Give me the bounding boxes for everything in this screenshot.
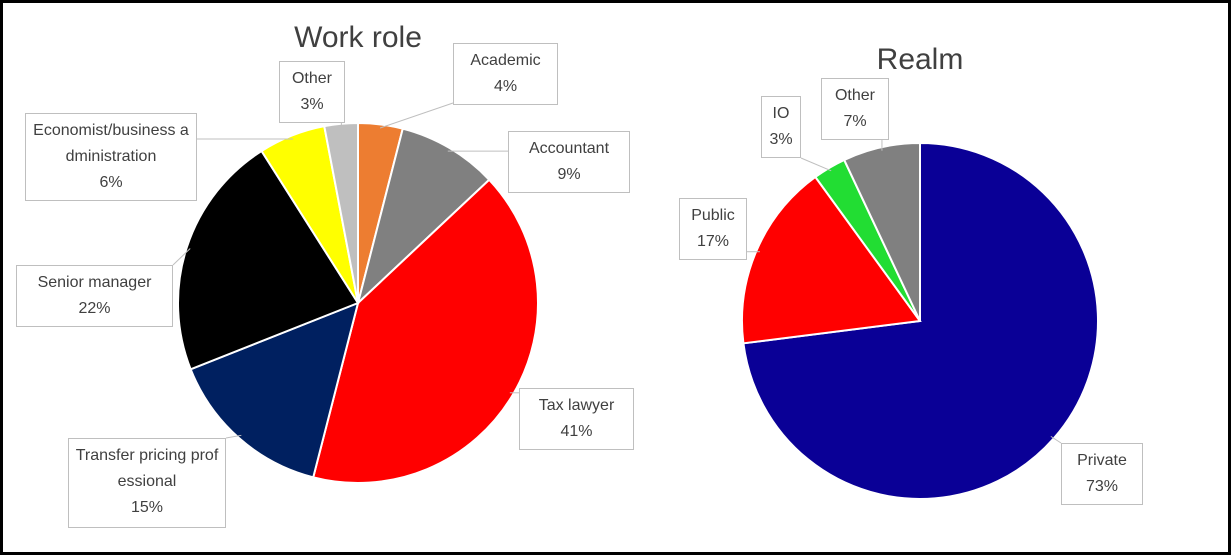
leader-line — [172, 248, 191, 266]
label-category: Economist/business administration — [33, 122, 189, 165]
data-label: Accountant 9% — [508, 131, 630, 193]
leader-line — [800, 157, 832, 172]
leader-line — [1050, 435, 1062, 444]
pie-slice — [842, 141, 921, 322]
label-value: 4% — [493, 78, 518, 95]
data-label: IO 3% — [761, 96, 801, 158]
pie-slice — [356, 127, 491, 307]
label-value: 3% — [769, 131, 793, 148]
leader-line — [225, 434, 242, 439]
label-category: Other — [291, 70, 332, 87]
data-label: Economist/business administration 6% — [25, 113, 197, 201]
label-value: 7% — [843, 113, 867, 130]
label-value: 6% — [99, 174, 123, 191]
data-label: Tax lawyer 41% — [519, 388, 634, 450]
pie-slice — [177, 149, 360, 371]
pie-slice — [741, 175, 922, 345]
label-value: 9% — [557, 166, 581, 183]
data-label: Other 7% — [821, 78, 889, 140]
label-category: Other — [834, 87, 875, 104]
data-label: Academic 4% — [453, 43, 558, 105]
label-category: Public — [691, 207, 735, 224]
pie-slice — [312, 178, 539, 484]
label-value: 15% — [130, 499, 164, 516]
label-value: 22% — [78, 300, 111, 317]
data-label: Private 73% — [1061, 443, 1143, 505]
chart-title: Work role — [294, 21, 422, 54]
label-value: 73% — [1085, 478, 1119, 495]
charts — [172, 102, 1099, 500]
pie-slice — [189, 301, 360, 479]
data-label: Transfer pricing professional 15% — [68, 438, 226, 528]
label-category: Accountant — [528, 140, 610, 157]
label-value: 17% — [696, 233, 730, 250]
label-value: 41% — [560, 423, 593, 440]
data-label: Public 17% — [679, 198, 747, 260]
leader-line — [379, 102, 454, 129]
label-category: IO — [772, 105, 790, 122]
chart-title: Realm — [876, 43, 964, 76]
label-category: Transfer pricing professional — [75, 447, 219, 490]
label-category: Tax lawyer — [538, 397, 615, 414]
data-label: Senior manager 22% — [16, 265, 173, 327]
label-category: Academic — [470, 52, 541, 69]
label-category: Senior manager — [37, 274, 152, 291]
label-category: Private — [1077, 452, 1127, 469]
data-label: Other 3% — [279, 61, 345, 123]
label-value: 3% — [300, 96, 324, 113]
